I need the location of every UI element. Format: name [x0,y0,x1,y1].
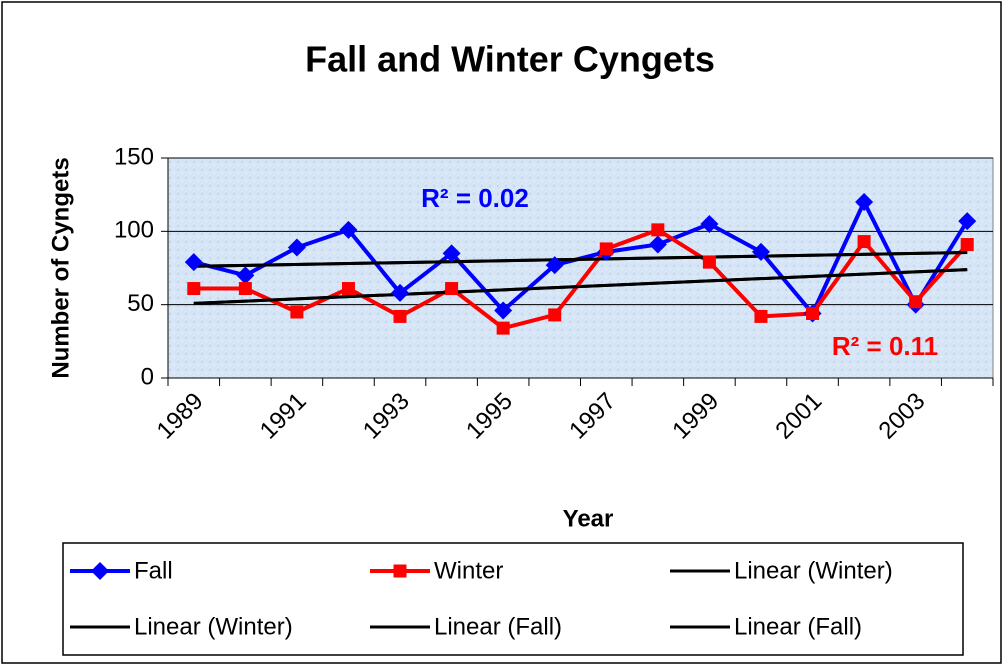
point [909,295,923,309]
legend-label: Linear (Fall) [734,613,862,640]
point [855,193,874,211]
annotation: R² = 0.11 [832,331,938,361]
y-tick-label: 100 [114,217,154,244]
series-line [193,227,969,331]
point [187,282,201,296]
legend-label: Linear (Winter) [134,613,293,640]
annotation: R² = 0.02 [421,183,529,213]
point [393,309,407,323]
y-tick-label: 50 [127,290,154,317]
point [236,266,255,285]
trend-line [193,250,968,268]
chart-title: Fall and Winter Cyngets [305,39,715,80]
point [184,253,203,272]
x-axis-label: Year [563,505,614,532]
point [391,283,410,302]
point [445,282,459,296]
y-axis-label: Number of Cyngets [47,157,74,378]
point [806,306,820,320]
point [960,238,974,252]
point [494,301,513,320]
point [290,305,304,319]
point [702,255,716,269]
y-tick-label: 0 [141,363,154,390]
point [238,282,252,296]
legend-marker [91,562,109,580]
legend-label: Linear (Winter) [734,557,893,584]
legend-label: Fall [134,557,173,584]
point [548,308,562,322]
point [442,244,461,263]
trend-line [193,268,968,305]
legend-label: Winter [434,557,503,584]
point [287,238,306,257]
point [958,212,977,231]
point [496,321,510,335]
point [599,242,613,256]
legend-label: Linear (Fall) [434,613,562,640]
plot-area [167,157,994,379]
point [339,220,358,239]
point [341,282,355,296]
point [700,215,719,233]
legend-marker [393,564,407,578]
point [651,223,665,237]
point [545,256,564,275]
legend [62,542,964,656]
y-tick-label: 150 [114,143,154,170]
point [754,309,768,323]
point [648,235,667,254]
point [857,235,871,249]
point [751,242,770,261]
